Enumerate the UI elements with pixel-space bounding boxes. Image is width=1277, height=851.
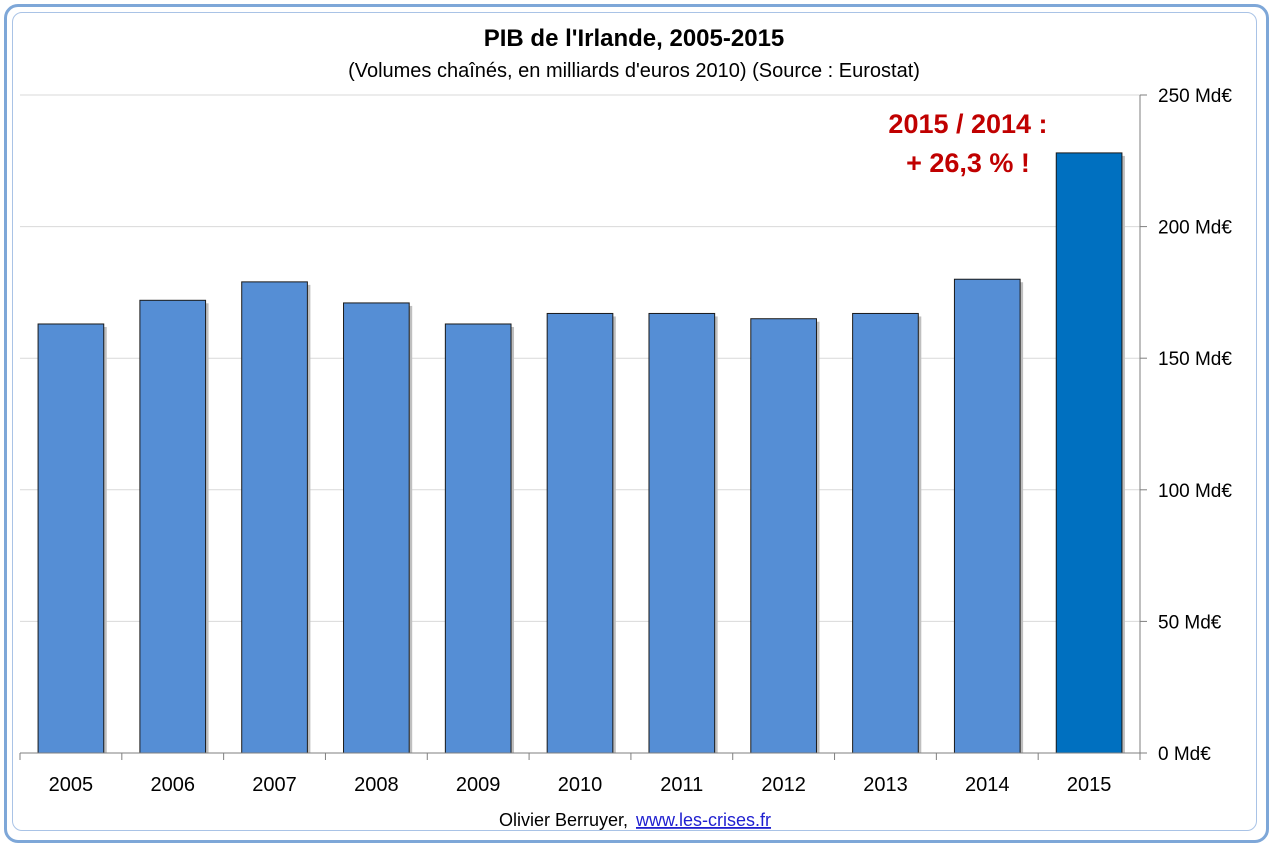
x-tick-label: 2014 [965,774,1010,796]
x-tick-label: 2005 [49,774,94,796]
chart-subtitle: (Volumes chaînés, en milliards d'euros 2… [348,60,920,82]
x-tick-label: 2012 [761,774,806,796]
y-tick-labels: 0 Md€ 50 Md€ 100 Md€ 150 Md€ 200 Md€ 250 Md€ [1158,86,1232,765]
credit-author: Olivier Berruyer, [499,810,628,830]
x-tick-labels: 2005 2006 2007 2008 2009 2010 2011 2012 2013 2014… [49,774,1112,796]
bar-2015 [1055,152,1123,754]
y-tick-label: 100 Md€ [1158,481,1232,502]
bar-2006 [139,299,207,754]
y-tick-label: 0 Md€ [1158,744,1211,765]
x-tick-label: 2008 [354,774,399,796]
annotation-line-2: + 26,3 % ! [906,148,1030,178]
annotation-line-1: 2015 / 2014 : [888,109,1047,139]
y-tick-label: 200 Md€ [1158,218,1232,239]
x-tick-label: 2013 [863,774,908,796]
chart-title: PIB de l'Irlande, 2005-2015 [484,25,785,52]
y-tick-label: 150 Md€ [1158,349,1232,370]
bar-2009 [444,323,512,754]
credit-link[interactable]: www.les-crises.fr [635,810,771,830]
x-tick-label: 2009 [456,774,501,796]
x-tick-label: 2010 [558,774,603,796]
y-tick-label: 250 Md€ [1158,86,1232,107]
x-tick-label: 2015 [1067,774,1112,796]
bar-2011 [648,312,716,754]
chart-frame-inner [12,12,1257,831]
bar-2013 [852,312,919,754]
y-tick-label: 50 Md€ [1158,612,1222,633]
bar-2014 [953,278,1021,754]
bar-2007 [241,281,308,754]
x-tick-label: 2007 [252,774,297,796]
bars [37,152,1125,754]
bar-2012 [750,318,817,754]
bar-2005 [37,323,105,754]
x-tick-label: 2006 [150,774,195,796]
bar-2008 [343,302,410,754]
x-tick-label: 2011 [660,774,703,796]
axes [19,94,1147,760]
bar-2010 [546,312,614,754]
